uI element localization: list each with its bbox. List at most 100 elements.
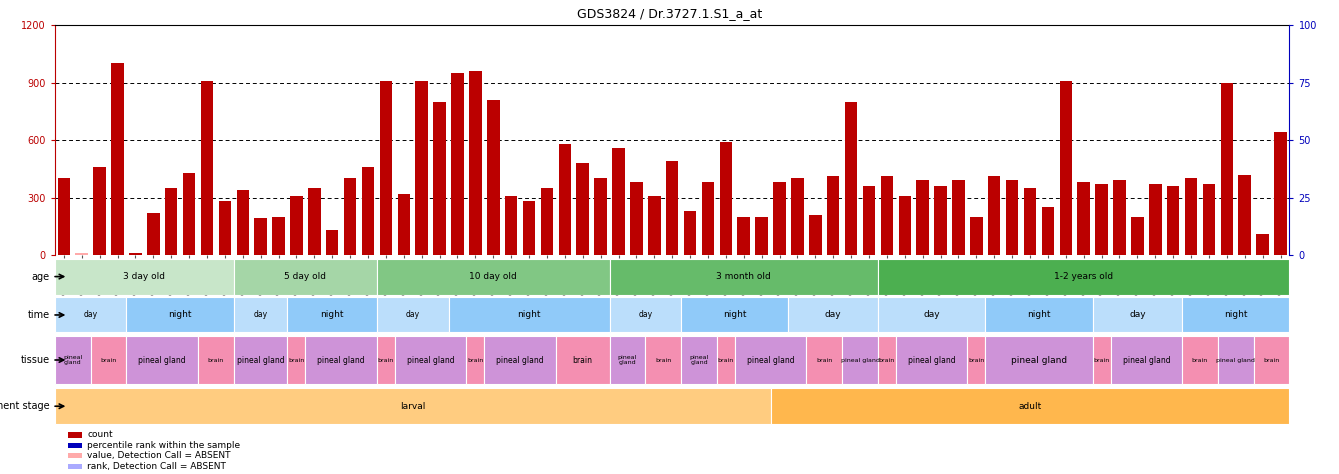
Text: day: day (825, 310, 841, 319)
Bar (1024, 188, 1036, 255)
Text: night: night (517, 310, 541, 319)
Bar (91, 336, 126, 384)
Bar (773, 182, 786, 255)
Bar (1218, 336, 1253, 384)
Bar (791, 178, 803, 255)
Bar (75, 253, 88, 255)
Text: night: night (1027, 310, 1051, 319)
Bar (55, 389, 770, 424)
Bar (716, 336, 735, 384)
Text: brain: brain (968, 357, 984, 363)
Text: night: night (723, 310, 747, 319)
Bar (1113, 180, 1126, 255)
Bar (631, 182, 643, 255)
Text: pineal gland: pineal gland (841, 357, 880, 363)
Bar (234, 259, 378, 294)
Bar (881, 176, 893, 255)
Text: brain: brain (100, 357, 116, 363)
Bar (129, 253, 142, 255)
Text: pineal gland: pineal gland (1216, 357, 1255, 363)
Bar (55, 336, 91, 384)
Bar (451, 73, 463, 255)
Bar (398, 194, 410, 255)
Bar (1182, 298, 1289, 332)
Text: brain: brain (1264, 357, 1280, 363)
Bar (935, 186, 947, 255)
Text: brain: brain (208, 357, 224, 363)
Text: pineal gland: pineal gland (138, 356, 186, 365)
Text: time: time (27, 310, 50, 320)
Bar (898, 196, 911, 255)
Bar (665, 161, 679, 255)
Bar (1042, 207, 1054, 255)
Text: night: night (169, 310, 191, 319)
Bar (55, 298, 126, 332)
Bar (288, 298, 378, 332)
Bar (556, 336, 609, 384)
Bar (878, 298, 986, 332)
Bar (609, 298, 682, 332)
Text: adult: adult (1019, 402, 1042, 410)
Text: value, Detection Call = ABSENT: value, Detection Call = ABSENT (87, 451, 230, 460)
Bar (878, 259, 1289, 294)
Bar (988, 176, 1000, 255)
Bar (449, 298, 609, 332)
Bar (735, 336, 806, 384)
Bar (469, 71, 482, 255)
Bar (1239, 174, 1251, 255)
Bar (1166, 186, 1180, 255)
Bar (541, 188, 553, 255)
Bar (952, 180, 964, 255)
Text: development stage: development stage (0, 401, 50, 411)
Bar (1185, 178, 1197, 255)
Bar (522, 201, 536, 255)
Bar (789, 298, 878, 332)
Bar (198, 336, 234, 384)
Bar (505, 196, 517, 255)
Bar (1253, 336, 1289, 384)
Text: day: day (83, 310, 98, 319)
Text: brain: brain (378, 357, 394, 363)
Bar (1256, 234, 1269, 255)
Bar (1149, 184, 1161, 255)
Text: day: day (406, 310, 420, 319)
Text: brain: brain (817, 357, 833, 363)
Bar (362, 167, 375, 255)
Bar (612, 148, 625, 255)
Bar (1202, 184, 1216, 255)
Bar (378, 336, 395, 384)
Bar (967, 336, 986, 384)
Bar (234, 336, 288, 384)
Bar (969, 217, 983, 255)
Bar (466, 336, 485, 384)
Bar (862, 186, 876, 255)
Bar (719, 142, 732, 255)
Bar (55, 259, 234, 294)
Bar (986, 298, 1093, 332)
Bar (1221, 82, 1233, 255)
Bar (434, 102, 446, 255)
Text: brain: brain (878, 357, 894, 363)
Bar (609, 336, 645, 384)
Text: 3 month old: 3 month old (716, 272, 771, 281)
Bar (147, 213, 159, 255)
Bar (896, 336, 967, 384)
Bar (1059, 81, 1073, 255)
Text: 1-2 years old: 1-2 years old (1054, 272, 1113, 281)
Bar (344, 178, 356, 255)
Bar (325, 230, 339, 255)
Text: count: count (87, 430, 112, 439)
Text: tissue: tissue (20, 355, 50, 365)
Bar (291, 196, 303, 255)
Bar (842, 336, 878, 384)
Text: larval: larval (400, 402, 426, 410)
Text: brain: brain (288, 357, 304, 363)
Bar (380, 81, 392, 255)
Text: night: night (1224, 310, 1248, 319)
Text: pineal gland: pineal gland (497, 356, 544, 365)
Bar (738, 217, 750, 255)
Bar (609, 259, 878, 294)
Text: pineal gland: pineal gland (1011, 356, 1067, 365)
Bar (648, 196, 660, 255)
Bar (58, 178, 70, 255)
